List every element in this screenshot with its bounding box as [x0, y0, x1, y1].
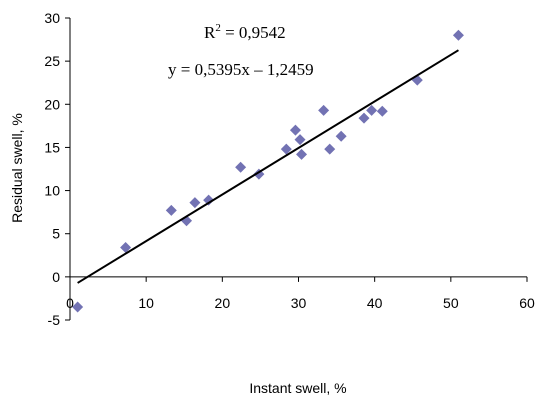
data-point: [324, 143, 336, 155]
axes: -5 0 5 10 15 20 25 30 0 10 20 30 40 50 60: [44, 10, 535, 328]
r-squared-superscript: 2: [215, 22, 221, 34]
x-tick-label: 30: [291, 295, 307, 311]
data-point: [452, 29, 464, 41]
y-tick-label: -5: [48, 312, 61, 328]
x-tick-label: 10: [138, 295, 154, 311]
data-point: [203, 194, 215, 206]
data-point: [335, 130, 347, 142]
data-point: [189, 197, 201, 209]
data-point: [289, 124, 301, 136]
y-tick-label: 0: [52, 269, 60, 285]
trend-line: [77, 49, 459, 284]
x-tick-label: 0: [66, 295, 74, 311]
plot-area: [72, 29, 464, 313]
data-point: [318, 104, 330, 116]
y-tick-label: 5: [52, 226, 60, 242]
data-point: [120, 242, 132, 254]
r-squared-symbol: R: [204, 23, 216, 42]
y-tick-label: 15: [44, 139, 60, 155]
data-point: [72, 301, 84, 313]
data-point: [280, 143, 292, 155]
data-point: [294, 134, 306, 146]
data-point: [358, 112, 370, 124]
r-squared-annotation: R2 = 0,9542: [204, 22, 286, 42]
data-point: [165, 204, 177, 216]
y-axis-title: Residual swell, %: [9, 113, 25, 223]
x-tick-label: 20: [215, 295, 231, 311]
data-point: [296, 148, 308, 160]
data-point: [376, 105, 388, 117]
x-axis-title: Instant swell, %: [249, 380, 346, 396]
x-tick-label: 40: [367, 295, 383, 311]
data-point: [366, 104, 378, 116]
x-tick-label: 60: [519, 295, 535, 311]
y-tick-label: 10: [44, 183, 60, 199]
data-point: [235, 161, 247, 173]
y-tick-label: 30: [44, 10, 60, 26]
y-tick-label: 25: [44, 53, 60, 69]
y-tick-label: 20: [44, 96, 60, 112]
regression-equation: y = 0,5395x – 1,2459: [168, 60, 314, 79]
r-squared-value: = 0,9542: [221, 23, 286, 42]
x-tick-label: 50: [443, 295, 459, 311]
